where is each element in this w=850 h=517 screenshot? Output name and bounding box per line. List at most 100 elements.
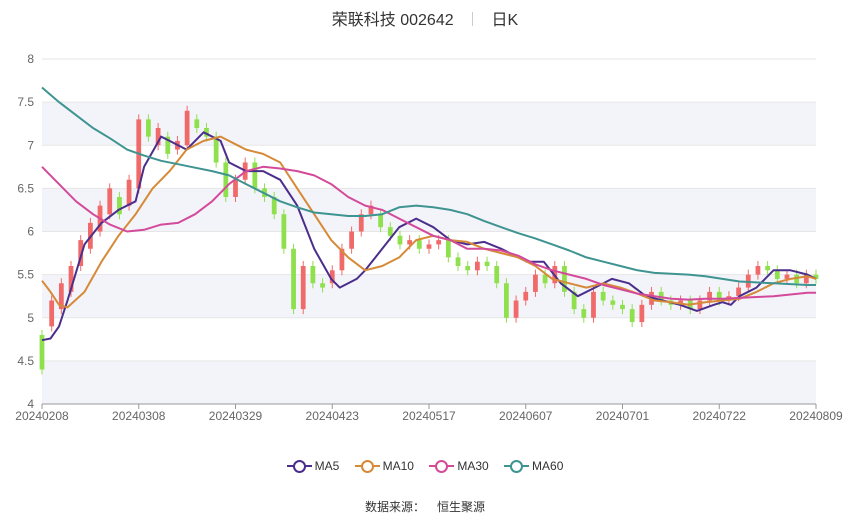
candle-body xyxy=(455,257,461,266)
candle-body xyxy=(591,291,596,318)
title-divider xyxy=(472,12,474,26)
candle-body xyxy=(291,248,296,310)
stock-name: 荣联科技 002642 xyxy=(331,12,454,29)
data-source: 数据来源： 恒生聚源 xyxy=(0,498,850,515)
candle-body xyxy=(765,266,771,271)
legend-marker-icon xyxy=(429,459,455,473)
candle-body xyxy=(513,300,519,318)
candle-body xyxy=(165,136,171,154)
candle-body xyxy=(310,266,316,284)
legend-item-ma5[interactable]: MA5 xyxy=(286,459,339,473)
candle-body xyxy=(58,283,64,310)
candle-body xyxy=(416,240,422,249)
chart-title: 荣联科技 002642 日K xyxy=(0,6,850,30)
x-tick-label: 20240208 xyxy=(15,409,69,423)
x-tick-label: 20240423 xyxy=(306,409,360,423)
candle-body xyxy=(504,283,509,318)
y-tick-label: 5.5 xyxy=(17,268,34,282)
candle-body xyxy=(126,179,132,206)
x-tick-label: 20240722 xyxy=(693,409,747,423)
candle-body xyxy=(204,128,209,137)
plot-band xyxy=(42,274,816,318)
y-tick-label: 6.5 xyxy=(17,181,34,195)
candle-body xyxy=(281,214,287,249)
candle-body xyxy=(271,197,277,215)
candle-body xyxy=(716,291,722,301)
candle-body xyxy=(562,266,567,292)
candle-body xyxy=(571,291,577,310)
series-line-ma30 xyxy=(41,165,816,301)
candle-body xyxy=(300,266,306,310)
y-tick-label: 6 xyxy=(27,225,34,239)
candle-body xyxy=(542,274,548,284)
candle-body xyxy=(755,266,761,275)
candle-body xyxy=(533,274,538,292)
candle-body xyxy=(184,110,190,146)
candle-body xyxy=(803,274,809,284)
candle-body xyxy=(484,261,490,266)
legend-marker-icon xyxy=(354,459,380,473)
legend-item-ma10[interactable]: MA10 xyxy=(354,459,414,473)
chart-legend: MA5 MA10 MA30 MA60 xyxy=(0,459,850,473)
candle-body xyxy=(658,291,664,301)
series-line-ma60 xyxy=(41,86,816,286)
candle-body xyxy=(407,240,413,245)
candle-body xyxy=(707,291,712,301)
candle-body xyxy=(600,291,606,301)
legend-item-ma30[interactable]: MA30 xyxy=(429,459,489,473)
y-tick-label: 7.5 xyxy=(17,95,34,109)
candle-body xyxy=(146,119,151,137)
candle-body xyxy=(339,248,345,271)
candle-body xyxy=(49,300,55,327)
candle-body xyxy=(194,119,200,128)
candle-body xyxy=(68,266,74,292)
candle-body xyxy=(233,179,238,197)
legend-marker-icon xyxy=(286,459,312,473)
candle-body xyxy=(445,240,451,258)
candle-body xyxy=(697,300,703,310)
candle-body xyxy=(223,162,229,197)
period-label: 日K xyxy=(491,12,519,29)
candle-body xyxy=(465,266,471,271)
candle-body xyxy=(397,235,403,245)
candle-body xyxy=(620,304,625,310)
candle-body xyxy=(387,227,393,236)
plot-band xyxy=(42,360,816,404)
candle-body xyxy=(639,304,645,323)
candle-body xyxy=(436,240,442,245)
source-value: 恒生聚源 xyxy=(437,500,486,514)
candle-body xyxy=(39,335,45,370)
y-tick-label: 7 xyxy=(27,138,34,152)
candle-body xyxy=(813,274,819,279)
candle-body xyxy=(107,188,113,215)
candle-body xyxy=(610,300,616,305)
candle-body xyxy=(629,309,635,323)
legend-item-ma60[interactable]: MA60 xyxy=(504,459,563,473)
plot-band xyxy=(42,102,816,146)
x-tick-label: 20240517 xyxy=(402,409,456,423)
candle-body xyxy=(474,261,480,271)
series-line-ma10 xyxy=(41,135,817,309)
x-tick-label: 20240607 xyxy=(499,409,553,423)
candle-body xyxy=(378,214,384,228)
candle-body xyxy=(252,162,258,189)
legend-marker-icon xyxy=(504,459,530,473)
y-tick-label: 8 xyxy=(27,52,34,66)
series-line-ma5 xyxy=(41,131,817,342)
candle-body xyxy=(368,205,374,215)
y-tick-label: 4.5 xyxy=(17,354,34,368)
candle-body xyxy=(784,274,790,279)
candle-body xyxy=(349,231,354,249)
candle-body xyxy=(155,128,161,146)
candle-body xyxy=(320,283,325,288)
source-label: 数据来源： xyxy=(364,500,425,514)
candle-body xyxy=(329,270,335,284)
candle-body xyxy=(358,214,364,232)
candle-body xyxy=(78,240,84,266)
x-tick-label: 20240809 xyxy=(789,409,843,423)
candle-body xyxy=(736,287,741,297)
candle-body xyxy=(774,270,780,279)
candle-body xyxy=(581,309,587,318)
y-tick-label: 5 xyxy=(27,311,34,325)
